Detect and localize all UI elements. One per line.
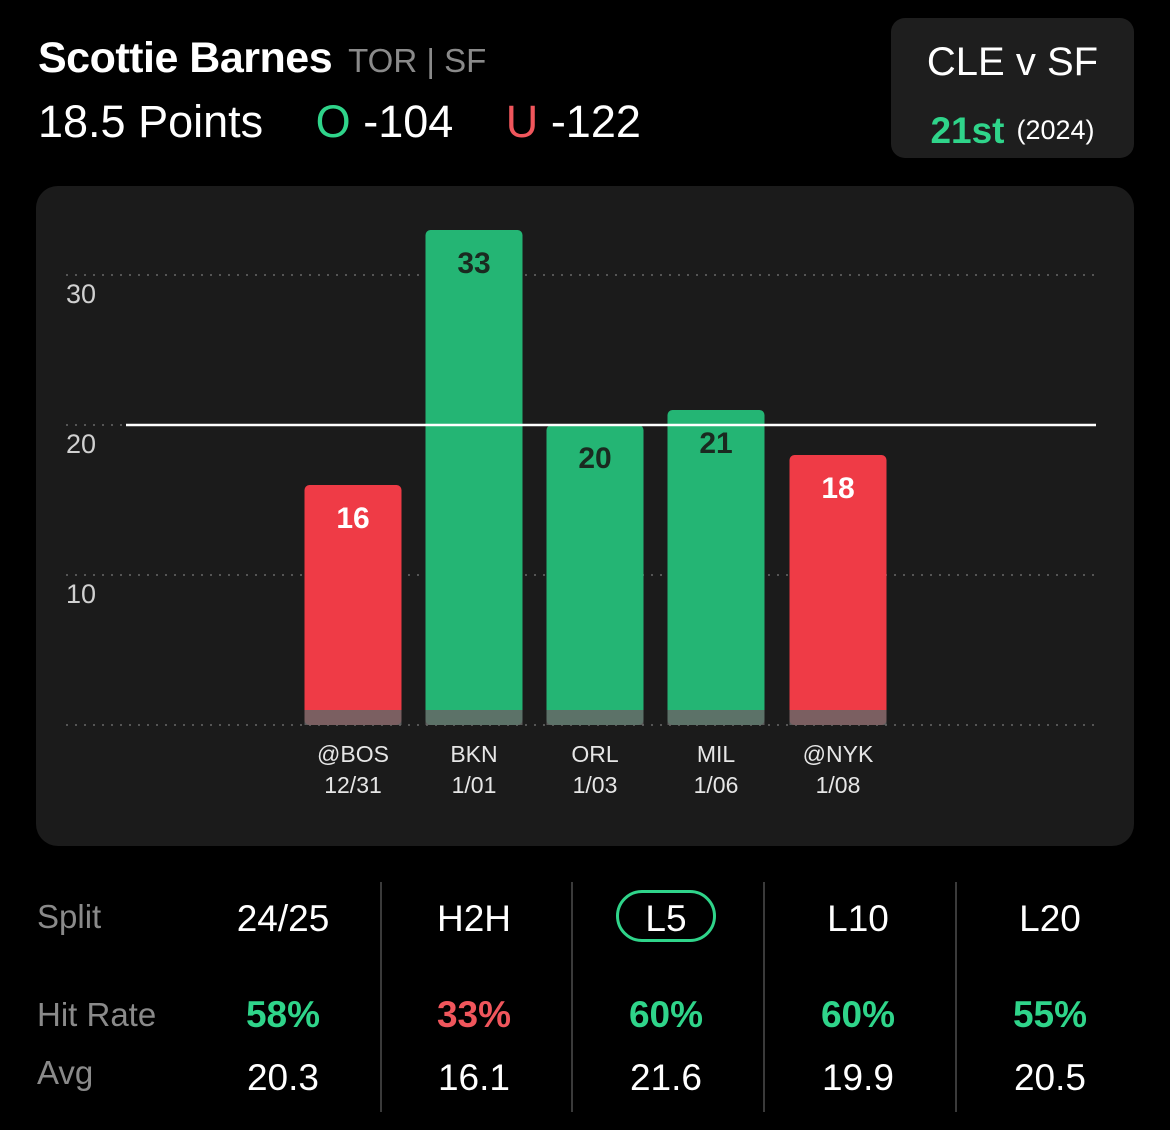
x-date-label: 1/01 [452,772,497,798]
x-category-label: MIL [697,741,736,767]
x-date-label: 1/06 [694,772,739,798]
column-divider [955,882,957,1112]
bar-data-label: 18 [821,472,854,505]
split-tab-24-25[interactable]: 24/25 [236,898,330,939]
bar-data-label: 20 [578,442,611,475]
bar-base [546,710,644,725]
bar [546,425,644,725]
split-tab-l10[interactable]: L10 [827,898,889,939]
matchup-season: (2024) [1016,115,1095,145]
team-position: TOR | SF [348,42,487,79]
over-odds[interactable]: -104 [363,96,454,147]
x-date-label: 1/08 [816,772,861,798]
x-date-label: 1/03 [573,772,618,798]
bar [425,230,523,725]
matchup-rank-row: 21st (2024) [891,110,1134,152]
y-tick-label: 10 [66,579,96,609]
avg-value: 20.3 [246,1057,319,1098]
x-category-label: @BOS [317,741,389,767]
matchup-rank: 21st [930,110,1005,151]
y-tick-label: 20 [66,429,96,459]
avg-value: 21.6 [629,1057,702,1098]
split-tab-l5[interactable]: L5 [616,890,716,942]
bar-data-label: 16 [336,502,369,535]
bar-data-label: 21 [699,427,732,460]
over-label: O [315,96,351,147]
bar-base [304,710,402,725]
prop-line-row: 18.5 Points O -104 U -122 [38,96,641,148]
x-date-label: 12/31 [324,772,382,798]
bar-base [789,710,887,725]
split-tab-l20[interactable]: L20 [1019,898,1081,939]
bar-base [425,710,523,725]
x-category-label: BKN [450,741,497,767]
column-divider [380,882,382,1112]
y-tick-label: 30 [66,279,96,309]
under-odds[interactable]: -122 [550,96,641,147]
splits-table: Split Hit Rate Avg 24/25 58% 20.3 H2H 33% 16.… [0,882,1170,1112]
matchup-title: CLE v SF [926,40,1099,84]
split-tab-h2h[interactable]: H2H [436,898,512,939]
hit-rate-value: 33% [436,994,512,1035]
bar [304,485,402,725]
avg-value: 16.1 [437,1057,510,1098]
x-category-label: @NYK [803,741,874,767]
player-name: Scottie Barnes TOR | SF [38,34,486,83]
matchup-card[interactable]: CLE v SF 21st (2024) [891,18,1134,158]
bar-base [667,710,765,725]
hit-rate-value: 60% [820,994,896,1035]
under-label: U [505,96,539,147]
bar-data-label: 33 [457,247,490,280]
row-label-hit-rate: Hit Rate [37,996,157,1033]
row-label-split: Split [37,898,102,935]
column-divider [571,882,573,1112]
bar [789,455,887,725]
hit-rate-value: 60% [628,994,704,1035]
bar [667,410,765,725]
row-label-avg: Avg [37,1054,94,1091]
chart-card: 10 20 30 16 @BOS 12/31 33 BKN 1/01 20 ORL 1/03 21 MIL… [36,186,1134,846]
hit-rate-value: 58% [245,994,321,1035]
prop-line: 18.5 Points [38,96,264,147]
x-category-label: ORL [571,741,619,767]
column-divider [763,882,765,1112]
hit-rate-value: 55% [1012,994,1088,1035]
game-log-bar-chart: 10 20 30 16 @BOS 12/31 33 BKN 1/01 20 ORL 1/03 21 MIL… [66,230,1101,798]
avg-value: 19.9 [821,1057,894,1098]
avg-value: 20.5 [1013,1057,1086,1098]
player-name-text: Scottie Barnes [38,34,333,82]
